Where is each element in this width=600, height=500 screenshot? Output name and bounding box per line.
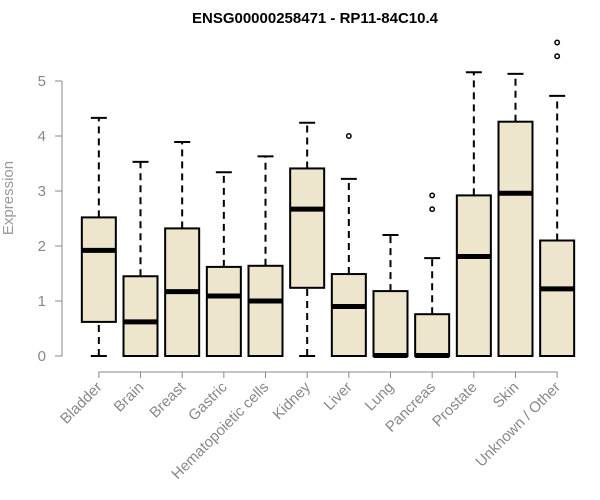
iqr-box: [289, 167, 326, 289]
chart-title: ENSG00000258471 - RP11-84C10.4: [192, 10, 439, 27]
y-tick-label: 1: [38, 293, 46, 310]
box-pancreas: [414, 192, 451, 358]
box-lung: [372, 234, 409, 358]
x-tick-label: Kidney: [270, 378, 315, 423]
iqr-box: [414, 313, 451, 358]
box-kidney: [289, 121, 326, 357]
box-skin: [497, 72, 534, 357]
box-bladder: [80, 116, 117, 357]
outlier-point: [345, 133, 352, 139]
y-axis: 0 1 2 3 4 5: [38, 73, 63, 365]
iqr-box: [539, 239, 576, 357]
iqr-box: [455, 194, 492, 357]
box-gastric: [205, 171, 242, 357]
box-series: [80, 39, 576, 358]
x-tick-label: Skin: [490, 379, 523, 412]
iqr-box: [330, 273, 367, 357]
iqr-box: [497, 120, 534, 357]
box-breast: [164, 141, 201, 357]
y-tick-label: 2: [38, 238, 46, 255]
x-tick-label: Bladder: [57, 379, 106, 428]
x-tick-label: Prostate: [429, 379, 481, 431]
outlier-point: [554, 39, 561, 46]
iqr-box: [205, 265, 242, 357]
y-tick-label: 0: [38, 348, 46, 365]
iqr-box: [122, 275, 159, 357]
outlier-point: [554, 53, 561, 60]
iqr-box: [372, 290, 409, 358]
y-tick-label: 4: [38, 128, 46, 145]
outlier-point: [429, 206, 436, 213]
y-tick-label: 5: [38, 73, 46, 90]
x-tick-label: Lung: [362, 379, 398, 415]
y-tick-label: 3: [38, 183, 46, 200]
box-hematopoietic-cells: [247, 155, 284, 357]
y-axis-label: Expression: [0, 161, 17, 235]
box-liver: [330, 133, 367, 357]
x-tick-label: Brain: [111, 379, 148, 416]
x-tick-label: Liver: [321, 379, 356, 414]
outlier-point: [429, 192, 436, 199]
iqr-box: [80, 216, 117, 323]
box-brain: [122, 160, 159, 357]
box-prostate: [455, 71, 492, 357]
box-unknown-other: [539, 39, 576, 357]
iqr-box: [247, 264, 284, 357]
x-tick-label: Breast: [146, 378, 189, 421]
